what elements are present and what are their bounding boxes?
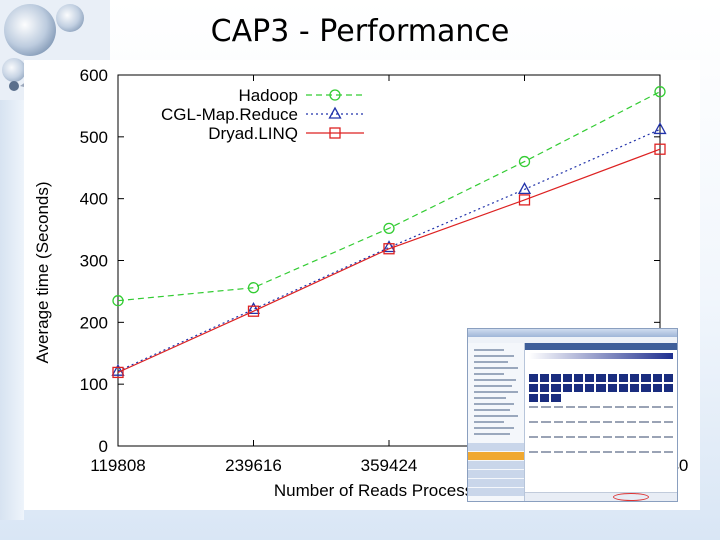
y-tick-label: 100 (80, 375, 108, 394)
legend-label: CGL-Map.Reduce (161, 105, 298, 124)
data-point (653, 122, 667, 135)
inset-titlebar (468, 329, 677, 337)
left-decoration-strip (0, 60, 24, 520)
highlight-oval (613, 493, 649, 501)
x-tick-label: 359424 (361, 456, 418, 475)
legend-label: Hadoop (238, 86, 298, 105)
inset-main-area (525, 343, 677, 493)
series-line-dryad-linq (117, 148, 661, 373)
data-point (383, 243, 395, 255)
data-point (111, 363, 125, 376)
data-point (246, 301, 261, 314)
y-tick-label: 400 (80, 190, 108, 209)
inset-statusbar (525, 492, 677, 501)
x-tick-label: 239616 (225, 456, 282, 475)
data-point (247, 282, 260, 294)
y-tick-label: 0 (99, 437, 108, 456)
chart-panel: 0100200300400500600119808239616359424479… (24, 60, 700, 510)
legend-marker (329, 89, 341, 101)
data-point (518, 155, 531, 168)
inset-sidebar (468, 343, 525, 501)
data-point (112, 295, 124, 307)
data-point (383, 222, 395, 234)
x-axis-label: Number of Reads Processed (274, 481, 492, 500)
y-tick-label: 500 (80, 128, 108, 147)
y-tick-label: 300 (80, 252, 108, 271)
y-axis-label: Average time (Seconds) (33, 181, 52, 363)
legend-marker (328, 106, 342, 119)
data-point (247, 305, 260, 317)
data-point (518, 194, 531, 206)
series-line-hadoop (117, 91, 661, 302)
slide-title: CAP3 - Performance (210, 14, 510, 49)
data-point (654, 143, 666, 155)
legend-marker (329, 127, 341, 139)
data-point (654, 86, 666, 98)
legend-label: Dryad.LINQ (208, 124, 298, 143)
data-point (517, 182, 532, 195)
y-tick-label: 600 (80, 66, 108, 85)
dryad-screenshot-inset (467, 328, 678, 502)
data-point (112, 366, 124, 379)
x-tick-label: 119808 (90, 456, 145, 475)
data-point (382, 240, 396, 253)
y-tick-label: 200 (80, 313, 108, 332)
